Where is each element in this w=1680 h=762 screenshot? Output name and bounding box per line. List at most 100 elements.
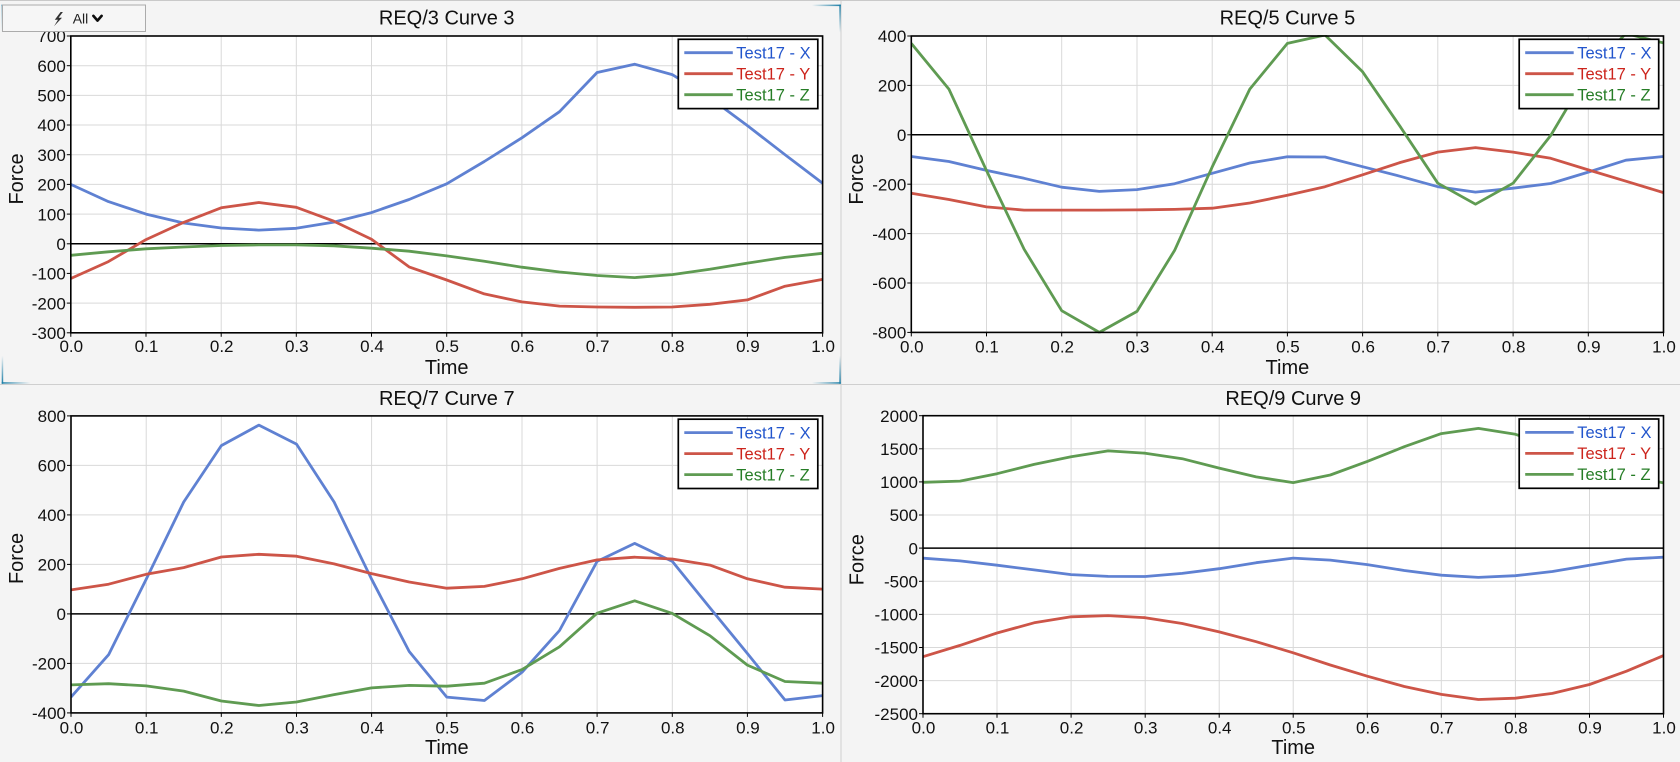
svg-text:Test17 - Z: Test17 - Z (1577, 87, 1650, 105)
svg-text:Test17 - Z: Test17 - Z (1577, 466, 1650, 484)
svg-text:0.2: 0.2 (210, 337, 234, 356)
svg-text:Test17 - X: Test17 - X (736, 45, 810, 63)
svg-text:-1500: -1500 (875, 639, 918, 658)
svg-text:-100: -100 (32, 265, 66, 284)
svg-text:0: 0 (909, 539, 918, 558)
svg-text:800: 800 (38, 407, 66, 426)
svg-text:0.8: 0.8 (1504, 719, 1528, 738)
svg-text:Test17 - X: Test17 - X (1577, 424, 1651, 442)
svg-text:0.5: 0.5 (435, 337, 459, 356)
svg-text:Test17 - X: Test17 - X (1577, 45, 1651, 63)
svg-text:Force: Force (847, 534, 869, 585)
svg-text:Test17 - X: Test17 - X (736, 424, 810, 442)
svg-text:200: 200 (878, 77, 906, 96)
svg-text:0.7: 0.7 (586, 337, 610, 356)
svg-text:Test17 - Y: Test17 - Y (1577, 445, 1651, 463)
svg-text:0.9: 0.9 (1578, 719, 1602, 738)
svg-text:Time: Time (1271, 737, 1315, 759)
svg-text:-300: -300 (32, 324, 66, 343)
svg-text:1.0: 1.0 (811, 718, 835, 737)
svg-text:0.9: 0.9 (736, 718, 760, 737)
svg-text:Test17 - Y: Test17 - Y (1577, 66, 1651, 84)
svg-text:-500: -500 (884, 573, 918, 592)
svg-text:0.0: 0.0 (912, 719, 936, 738)
svg-text:0.6: 0.6 (1351, 337, 1375, 356)
svg-text:0: 0 (57, 605, 66, 624)
svg-text:-1000: -1000 (875, 606, 918, 625)
svg-text:0: 0 (56, 235, 65, 254)
svg-text:0.5: 0.5 (435, 718, 459, 737)
svg-text:0.3: 0.3 (1126, 337, 1150, 356)
svg-text:500: 500 (37, 87, 65, 106)
svg-text:2000: 2000 (880, 407, 918, 426)
svg-text:0.3: 0.3 (285, 718, 309, 737)
svg-text:0.1: 0.1 (975, 337, 999, 356)
svg-text:0.1: 0.1 (135, 337, 159, 356)
svg-text:200: 200 (38, 556, 66, 575)
svg-text:0.4: 0.4 (1208, 719, 1232, 738)
svg-text:0.4: 0.4 (360, 718, 384, 737)
svg-text:Time: Time (1266, 357, 1310, 379)
svg-text:500: 500 (890, 506, 918, 525)
svg-text:0.7: 0.7 (1430, 719, 1454, 738)
svg-text:Force: Force (6, 153, 28, 204)
svg-text:0.6: 0.6 (1356, 719, 1380, 738)
svg-text:-400: -400 (32, 704, 66, 723)
svg-text:400: 400 (878, 27, 906, 46)
svg-text:-2000: -2000 (875, 672, 918, 691)
svg-text:Test17 - Z: Test17 - Z (736, 466, 809, 484)
svg-text:Time: Time (425, 357, 469, 379)
svg-text:Test17 - Z: Test17 - Z (736, 87, 809, 105)
svg-text:0.8: 0.8 (661, 718, 685, 737)
svg-text:-600: -600 (872, 274, 906, 293)
svg-text:REQ/5 Curve 5: REQ/5 Curve 5 (1220, 8, 1356, 30)
svg-text:0: 0 (897, 126, 906, 145)
svg-text:1.0: 1.0 (1652, 719, 1676, 738)
svg-text:-200: -200 (872, 175, 906, 194)
svg-text:0.2: 0.2 (1060, 719, 1084, 738)
svg-text:-400: -400 (872, 225, 906, 244)
svg-text:0.0: 0.0 (60, 718, 84, 737)
svg-text:0.7: 0.7 (586, 718, 610, 737)
svg-text:1500: 1500 (880, 440, 918, 459)
svg-text:600: 600 (37, 57, 65, 76)
svg-text:0.3: 0.3 (1134, 719, 1158, 738)
svg-text:100: 100 (37, 205, 65, 224)
svg-text:Test17 - Y: Test17 - Y (736, 445, 810, 463)
svg-text:1.0: 1.0 (811, 337, 835, 356)
svg-text:0.8: 0.8 (1502, 337, 1526, 356)
svg-text:Force: Force (846, 153, 868, 204)
svg-text:-200: -200 (32, 655, 66, 674)
svg-text:200: 200 (37, 176, 65, 195)
svg-text:Time: Time (425, 737, 469, 759)
svg-text:Force: Force (6, 533, 28, 584)
svg-text:REQ/3 Curve 3: REQ/3 Curve 3 (379, 8, 515, 30)
svg-text:0.0: 0.0 (59, 337, 83, 356)
svg-text:0.3: 0.3 (285, 337, 309, 356)
svg-text:REQ/7 Curve 7: REQ/7 Curve 7 (379, 388, 515, 410)
svg-text:400: 400 (38, 506, 66, 525)
svg-text:0.1: 0.1 (135, 718, 159, 737)
svg-text:0.2: 0.2 (1050, 337, 1074, 356)
svg-text:0.7: 0.7 (1426, 337, 1450, 356)
svg-text:0.5: 0.5 (1282, 719, 1306, 738)
svg-text:0.9: 0.9 (1577, 337, 1601, 356)
svg-text:0.9: 0.9 (736, 337, 760, 356)
svg-text:-2500: -2500 (875, 705, 918, 724)
svg-text:1000: 1000 (880, 473, 918, 492)
svg-text:300: 300 (37, 146, 65, 165)
svg-text:1.0: 1.0 (1652, 337, 1676, 356)
svg-text:All: All (73, 11, 89, 27)
svg-text:0.6: 0.6 (511, 337, 535, 356)
svg-text:-800: -800 (872, 324, 906, 343)
svg-text:-200: -200 (32, 294, 66, 313)
svg-text:400: 400 (37, 116, 65, 135)
svg-text:600: 600 (38, 457, 66, 476)
svg-text:0.0: 0.0 (900, 337, 924, 356)
svg-text:0.5: 0.5 (1276, 337, 1300, 356)
svg-text:0.8: 0.8 (661, 337, 685, 356)
svg-text:0.4: 0.4 (1201, 337, 1225, 356)
svg-text:0.6: 0.6 (511, 718, 535, 737)
svg-text:0.4: 0.4 (360, 337, 384, 356)
svg-text:Test17 - Y: Test17 - Y (736, 66, 810, 84)
